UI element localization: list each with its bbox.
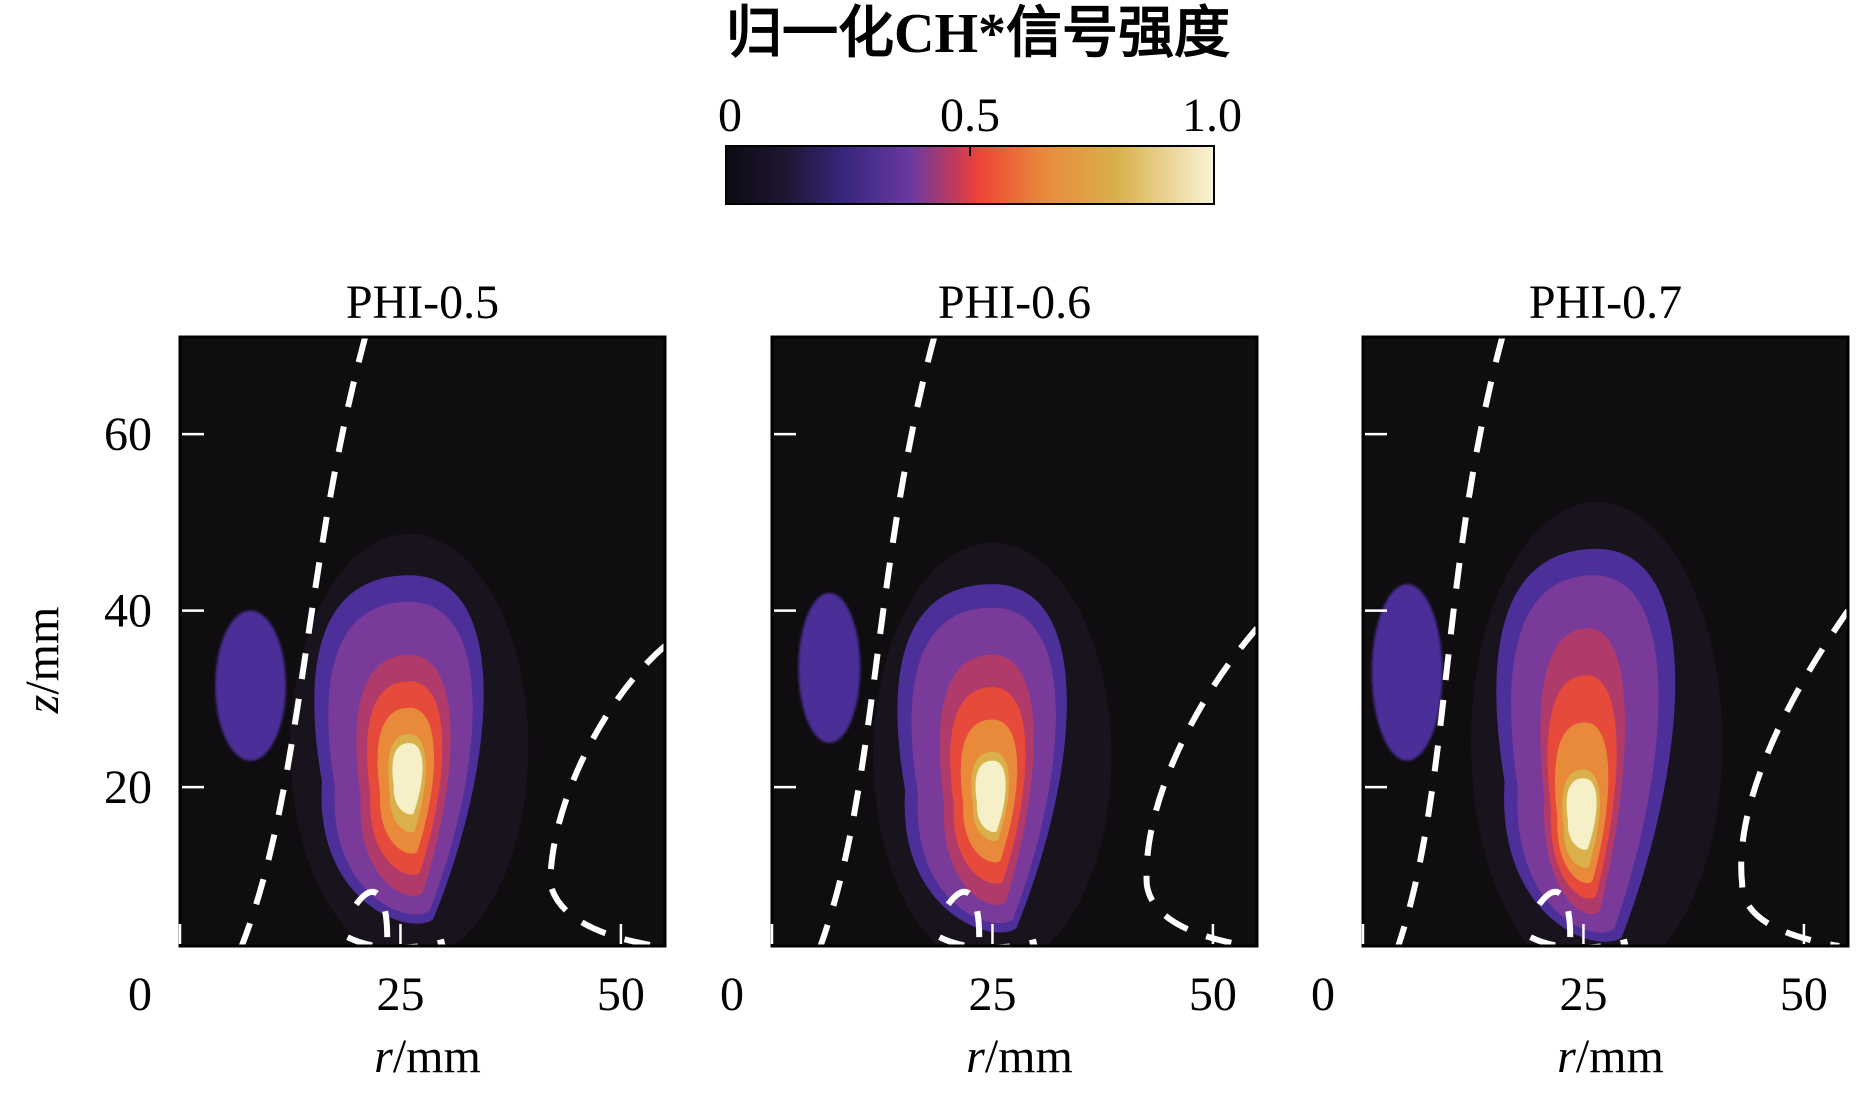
x-axis-label: r/mm [1557,1030,1664,1083]
heatmap-field [215,337,665,946]
heatmap-side-lobe [1371,584,1443,761]
plot-frame [1361,335,1850,948]
heatmap-contour-band [975,760,1006,833]
x-axis-label-var: r [1557,1030,1576,1083]
x-tick-label: 50 [1189,968,1237,1021]
dashed-line-left [1395,337,1506,946]
y-tick-label: 20 [104,761,152,814]
y-tick-label: 40 [104,585,152,638]
y-tick-labels: 20 40 60 [104,408,152,814]
x-axis-label-var: r [374,1030,393,1083]
dashed-line-inner [1532,889,1574,938]
x-tick-label: 25 [968,968,1016,1021]
dashed-line-bottom [346,934,446,946]
panels: 0 25 50 PHI-0.5 r/mm 0 25 50 PHI-0.6 r/mm 0 25 50 PHI… [128,276,1850,1083]
x-tick-label: 50 [597,968,645,1021]
dashed-line-bottom [938,934,1038,946]
x-tick-label: 25 [376,968,424,1021]
colorbar-tick-label-0: 0 [718,89,742,142]
x-tick-label: 0 [1311,968,1335,1021]
x-axis-label: r/mm [374,1030,481,1083]
x-axis-label-unit: /mm [985,1030,1073,1083]
dashed-line-right [547,643,665,946]
panel-title: PHI-0.7 [1529,276,1682,329]
heatmap-contour-band [1566,778,1597,850]
x-axis-label-unit: /mm [1576,1030,1664,1083]
colorbar-tick-label-2: 1.0 [1182,89,1242,142]
heatmap-side-lobe [215,610,286,761]
colorbar: 归一化CH*信号强度 0 0.5 1.0 [718,3,1242,205]
heatmap-side-lobe [798,592,861,743]
colorbar-title: 归一化CH*信号强度 [726,3,1230,65]
y-axis-label-unit: /mm [16,607,69,695]
colorbar-tick-label-1: 0.5 [940,89,1000,142]
panel-3: 0 25 50 PHI-0.7 r/mm [1311,276,1850,1083]
heatmap-field [1371,337,1848,946]
panel-2: 0 25 50 PHI-0.6 r/mm [720,276,1259,1083]
dashed-line-bottom [1529,934,1629,946]
x-tick-label: 0 [720,968,744,1021]
plot-frame [178,335,667,948]
x-axis-label-var: r [966,1030,985,1083]
x-axis-label: r/mm [966,1030,1073,1083]
y-axis-label: z/mm [16,607,69,715]
y-axis-label-var: z [16,694,69,714]
x-tick-label: 25 [1559,968,1607,1021]
panel-title: PHI-0.5 [346,276,499,329]
dashed-line-left [238,337,369,946]
plot-frame [770,335,1259,948]
x-axis-label-unit: /mm [393,1030,481,1083]
heatmap-contour-band [392,743,423,815]
dashed-line-left [817,337,938,946]
x-tick-label: 50 [1780,968,1828,1021]
panel-1: 0 25 50 PHI-0.5 r/mm [128,276,667,1083]
panel-title: PHI-0.6 [938,276,1091,329]
x-tick-label: 0 [128,968,152,1021]
dashed-line-inner [349,889,391,938]
dashed-line-inner [941,889,983,938]
y-tick-label: 60 [104,408,152,461]
heatmap-field [798,337,1257,946]
